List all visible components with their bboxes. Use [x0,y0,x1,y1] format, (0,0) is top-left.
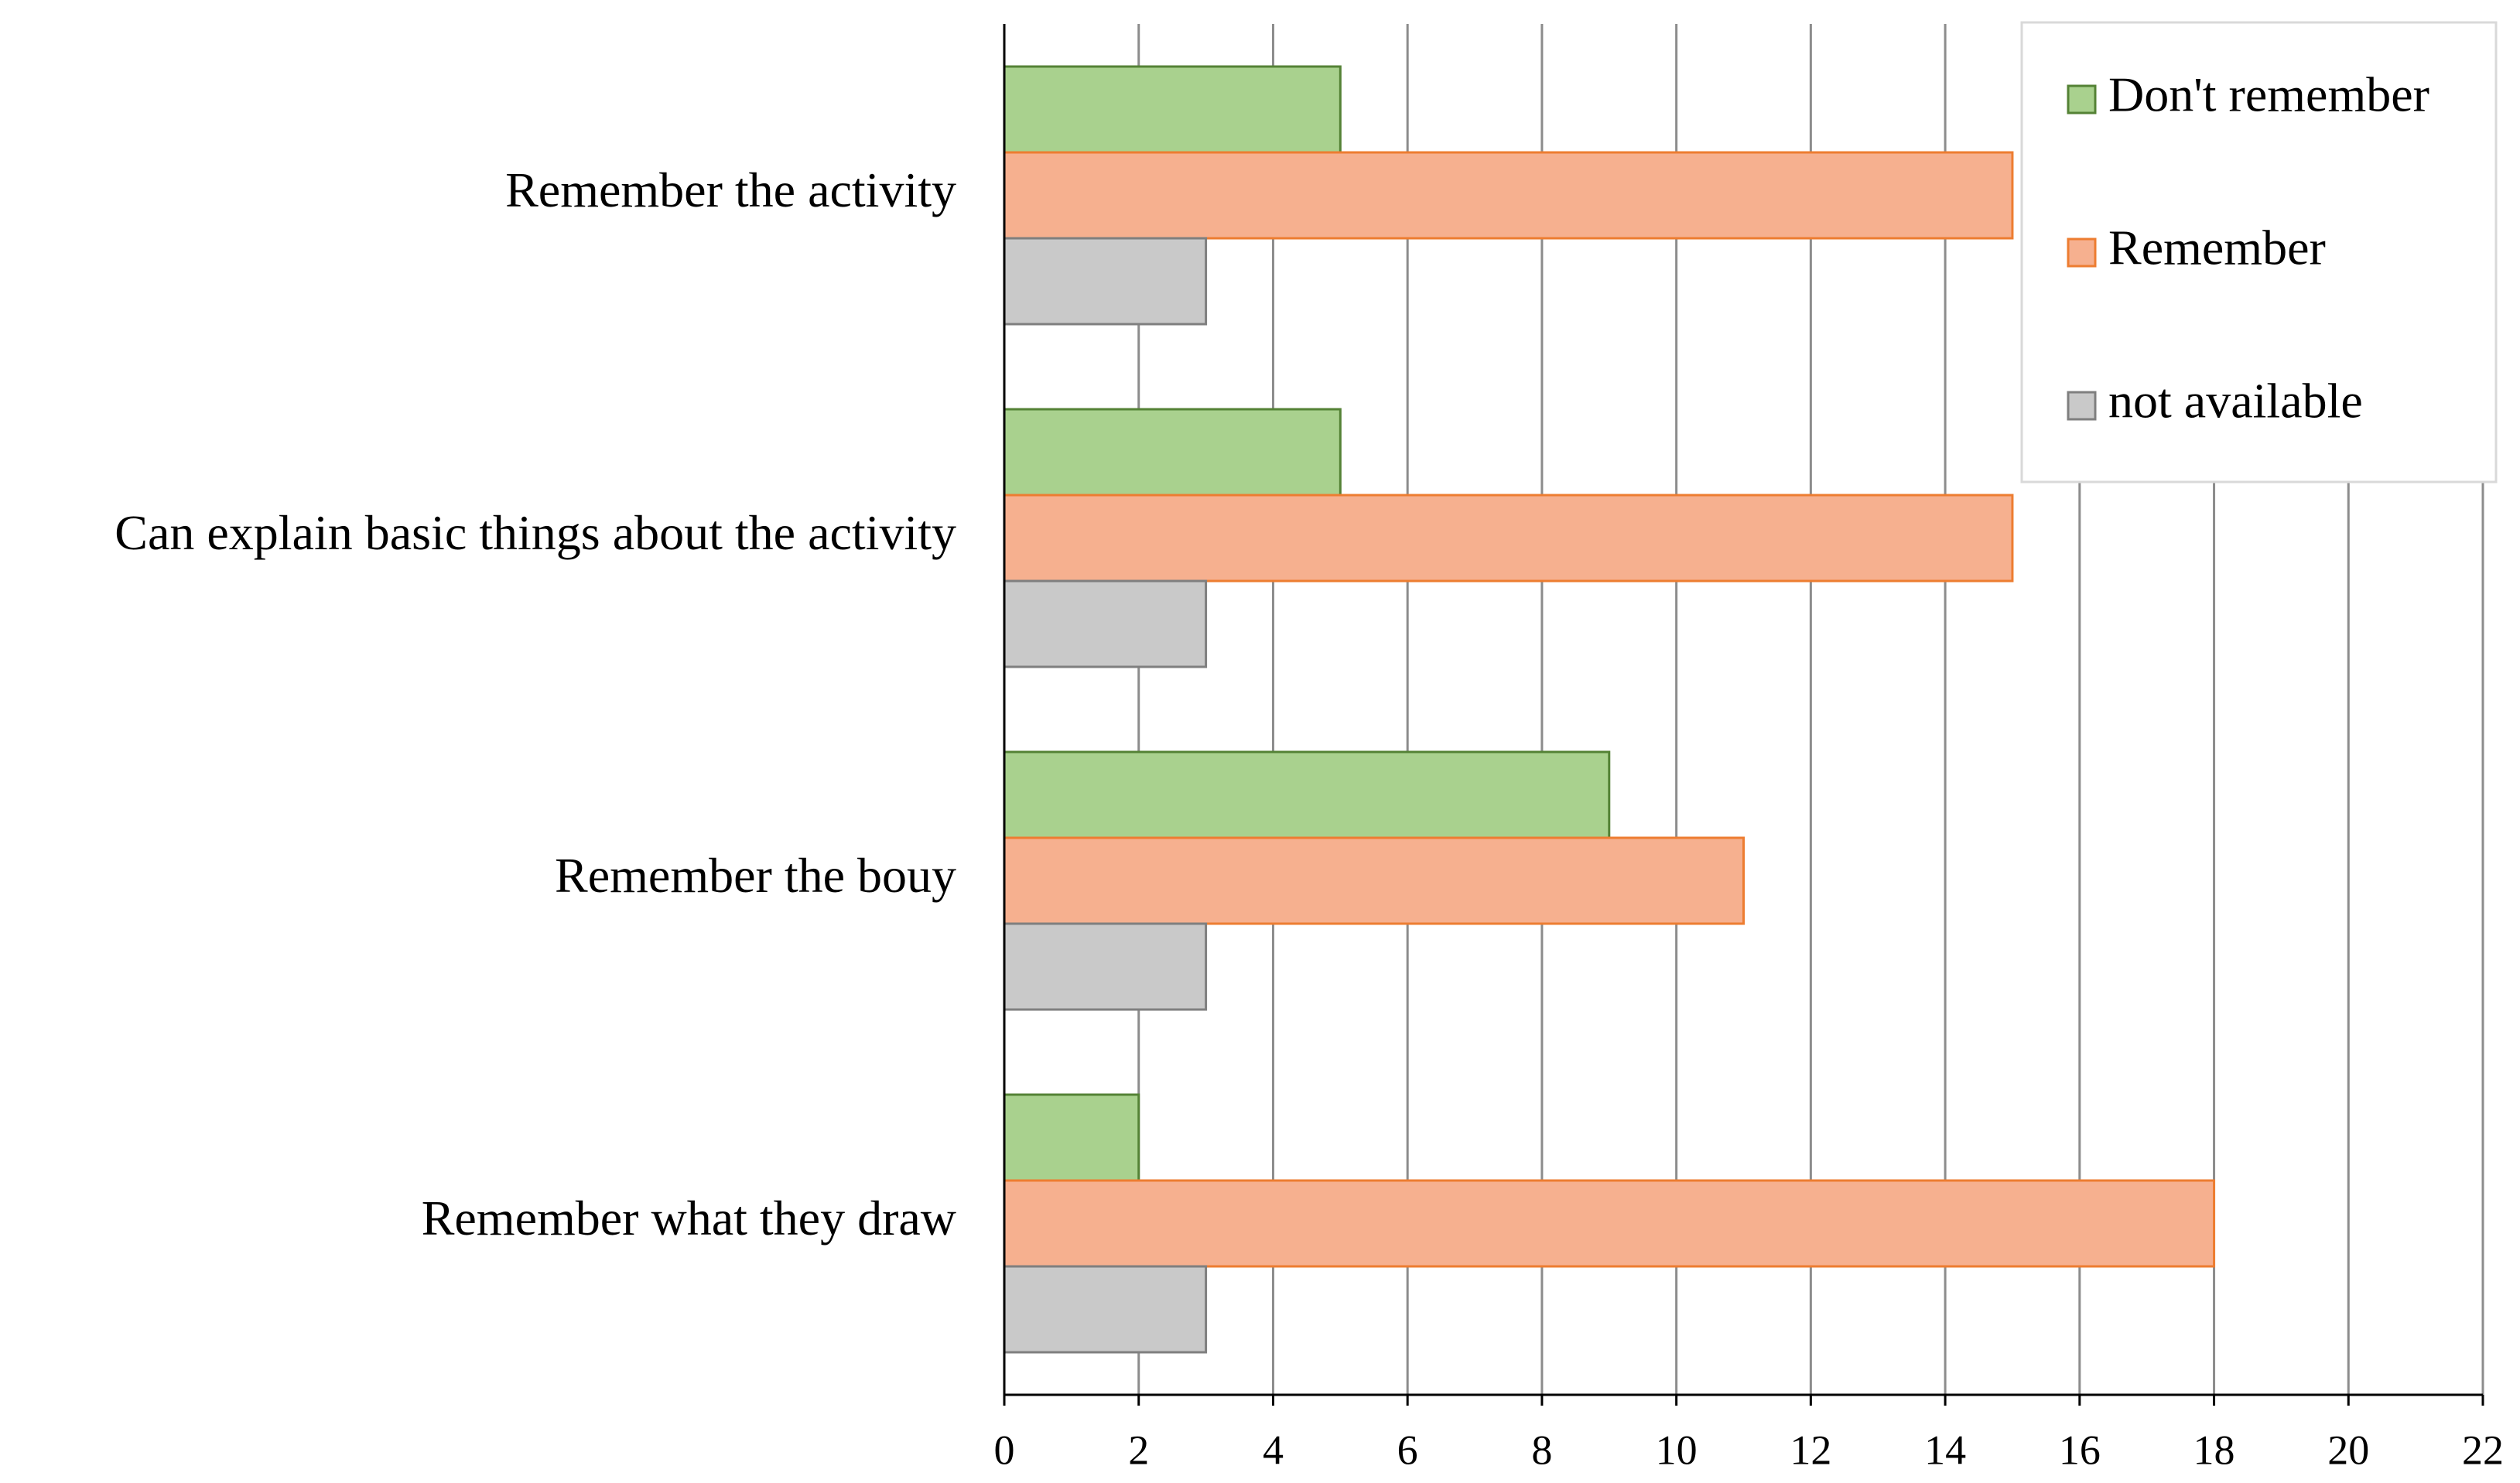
x-tick-label: 22 [2462,1427,2504,1473]
legend-label: not available [2108,374,2363,429]
bar [1003,408,1342,497]
legend-label: Don't remember [2108,67,2429,122]
x-tick-label: 8 [1531,1427,1552,1473]
bar [1003,750,1611,839]
x-tick-label: 12 [1790,1427,1831,1473]
bar [1003,1179,2216,1268]
x-tick-label: 16 [2059,1427,2101,1473]
x-tick-label: 14 [1924,1427,1966,1473]
bar [1003,922,1208,1011]
x-tick-label: 4 [1263,1427,1284,1473]
legend-swatch [2067,237,2097,268]
bar [1003,1093,1140,1182]
bar [1003,237,1208,326]
x-tick-label: 10 [1656,1427,1698,1473]
x-tick-label: 0 [994,1427,1015,1473]
y-tick-label: Remember the activity [505,162,956,217]
legend-swatch [2067,84,2097,114]
y-tick-label: Remember the bouy [555,848,956,903]
bar [1003,836,1745,925]
bar [1003,1265,1208,1354]
x-tick-label: 18 [2193,1427,2235,1473]
legend-swatch [2067,391,2097,421]
x-tick-label: 20 [2327,1427,2369,1473]
bar [1003,579,1208,668]
bar [1003,151,2014,240]
x-tick-label: 6 [1397,1427,1418,1473]
bar [1003,65,1342,154]
y-tick-label: Can explain basic things about the activ… [115,505,956,560]
legend-label: Remember [2108,220,2326,275]
bar [1003,494,2014,583]
x-tick-label: 2 [1128,1427,1149,1473]
y-tick-label: Remember what they draw [422,1191,956,1246]
legend-box [2020,21,2498,484]
